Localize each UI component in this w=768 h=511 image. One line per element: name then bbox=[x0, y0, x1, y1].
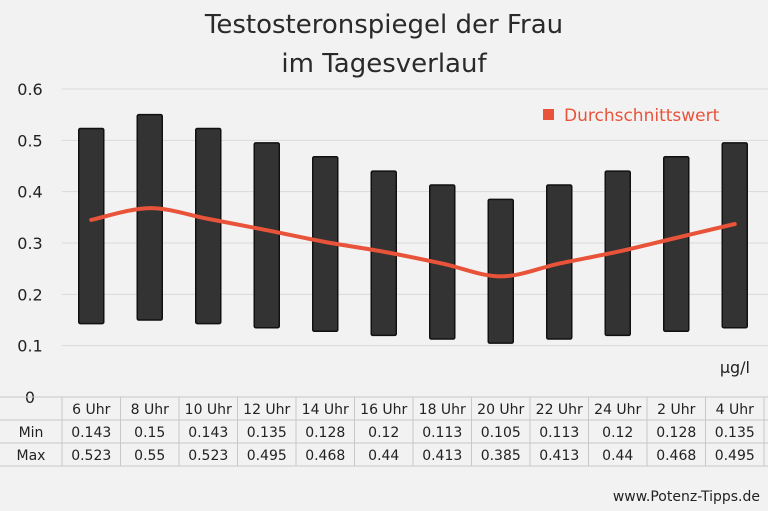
data-table: Min Max 6 Uhr 0.143 0.523 8 Uhr 0.15 0.55 10 Uhr… bbox=[0, 396, 768, 467]
min-value: 0.113 bbox=[539, 425, 579, 441]
min-value: 0.12 bbox=[602, 425, 633, 441]
legend-label: Durchschnittswert bbox=[564, 106, 720, 126]
category-label: 18 Uhr bbox=[419, 402, 466, 418]
range-bar bbox=[721, 142, 748, 329]
unit-label: µg/l bbox=[720, 358, 750, 377]
category-label: 24 Uhr bbox=[594, 402, 641, 418]
min-value: 0.135 bbox=[247, 425, 287, 441]
y-tick-label: 0.4 bbox=[17, 183, 42, 202]
category-label: 6 Uhr bbox=[72, 402, 110, 418]
min-value: 0.128 bbox=[305, 425, 345, 441]
max-value: 0.468 bbox=[305, 448, 345, 464]
max-value: 0.385 bbox=[481, 448, 521, 464]
min-value: 0.105 bbox=[481, 425, 521, 441]
range-bar bbox=[253, 142, 280, 329]
table-row-label: Min bbox=[19, 425, 44, 441]
y-axis-tick-labels: 00.10.20.30.40.50.6 bbox=[17, 80, 42, 407]
y-tick-label: 0.5 bbox=[17, 131, 42, 150]
legend-swatch bbox=[543, 109, 554, 120]
min-value: 0.143 bbox=[188, 425, 228, 441]
min-value: 0.113 bbox=[422, 425, 462, 441]
chart-title-line-2: im Tagesverlauf bbox=[281, 49, 487, 79]
gridlines bbox=[62, 88, 768, 347]
category-label: 12 Uhr bbox=[243, 402, 290, 418]
max-value: 0.413 bbox=[539, 448, 579, 464]
min-value: 0.143 bbox=[71, 425, 111, 441]
category-label: 16 Uhr bbox=[360, 402, 407, 418]
y-tick-label: 0.6 bbox=[17, 80, 42, 99]
min-value: 0.12 bbox=[368, 425, 399, 441]
range-bars bbox=[78, 113, 748, 344]
y-tick-label: 0.3 bbox=[17, 234, 42, 253]
max-value: 0.44 bbox=[602, 448, 633, 464]
max-value: 0.44 bbox=[368, 448, 399, 464]
min-value: 0.128 bbox=[656, 425, 696, 441]
range-bar bbox=[663, 156, 690, 333]
category-label: 14 Uhr bbox=[302, 402, 349, 418]
average-line bbox=[89, 206, 737, 279]
max-value: 0.55 bbox=[134, 448, 165, 464]
category-label: 10 Uhr bbox=[185, 402, 232, 418]
legend: Durchschnittswert bbox=[543, 106, 720, 126]
range-bar bbox=[136, 113, 163, 321]
range-bar bbox=[487, 198, 514, 344]
y-tick-label: 0.1 bbox=[17, 337, 42, 356]
min-value: 0.15 bbox=[134, 425, 165, 441]
source-credit: www.Potenz-Tipps.de bbox=[613, 489, 760, 505]
category-label: 22 Uhr bbox=[536, 402, 583, 418]
max-value: 0.495 bbox=[247, 448, 287, 464]
max-value: 0.523 bbox=[188, 448, 228, 464]
category-label: 2 Uhr bbox=[657, 402, 695, 418]
max-value: 0.468 bbox=[656, 448, 696, 464]
range-bar bbox=[78, 127, 105, 325]
category-label: 20 Uhr bbox=[477, 402, 524, 418]
range-bar bbox=[195, 127, 222, 325]
y-tick-label: 0.2 bbox=[17, 285, 42, 304]
max-value: 0.495 bbox=[715, 448, 755, 464]
category-label: 4 Uhr bbox=[716, 402, 754, 418]
max-value: 0.523 bbox=[71, 448, 111, 464]
chart-title-line-1: Testosteronspiegel der Frau bbox=[204, 10, 563, 40]
min-value: 0.135 bbox=[715, 425, 755, 441]
category-label: 8 Uhr bbox=[131, 402, 169, 418]
max-value: 0.413 bbox=[422, 448, 462, 464]
table-row-label: Max bbox=[17, 448, 46, 464]
